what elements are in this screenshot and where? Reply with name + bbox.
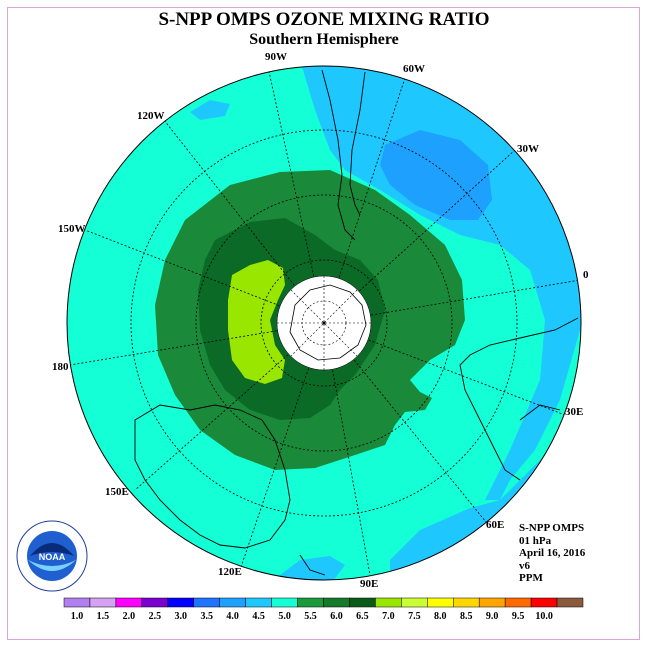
colorbar-swatch (504, 597, 532, 608)
ozone-region-4-0 (380, 130, 492, 220)
colorbar: 1.0 1.5 2.0 2.5 3.0 3.5 4.0 4.5 5.0 5.5 6.0 6.5 7.0 7… (63, 597, 584, 622)
south-america-coast (321, 69, 366, 241)
colorbar-tick-label: 5.0 (278, 611, 291, 622)
lon-label-60e: 60E (486, 519, 504, 531)
colorbar-tick-label: 4.0 (226, 611, 239, 622)
info-units: PPM (519, 572, 543, 584)
lon-label-180: 180 (52, 361, 69, 373)
colorbar-swatch (193, 597, 220, 608)
lon-label-120e: 120E (218, 566, 242, 578)
colorbar-tick-label: 1.0 (71, 611, 84, 622)
colorbar-tick-label: 2.0 (123, 611, 136, 622)
colorbar-tick-label: 7.5 (408, 611, 421, 622)
lon-label-60w: 60W (403, 63, 425, 75)
ozone-region-4-5-bottom (280, 556, 345, 580)
lon-label-90w: 90W (265, 51, 287, 63)
colorbar-tick-label: 4.5 (252, 611, 265, 622)
lon-label-30e: 30E (565, 406, 583, 418)
colorbar-tick-label: 6.0 (330, 611, 343, 622)
antarctica-outline (289, 284, 367, 361)
colorbar-tick-label: 8.0 (434, 611, 447, 622)
colorbar-swatch (219, 597, 246, 608)
colorbar-swatch (245, 597, 272, 608)
colorbar-tick-label: 6.5 (356, 611, 369, 622)
colorbar-swatch (141, 597, 169, 608)
lon-label-150e: 150E (105, 486, 129, 498)
colorbar-swatch (323, 597, 350, 608)
colorbar-tick-label: 2.5 (149, 611, 162, 622)
colorbar-swatch (297, 597, 324, 608)
colorbar-swatch (375, 597, 402, 608)
ozone-region-6-5 (228, 260, 285, 384)
colorbar-tick-label: 7.0 (382, 611, 395, 622)
info-version: v6 (519, 559, 530, 572)
colorbar-swatch (89, 597, 117, 608)
colorbar-tick-label: 1.5 (97, 611, 110, 622)
colorbar-swatch (271, 597, 298, 608)
colorbar-swatch (401, 597, 428, 608)
info-block: S-NPP OMPS 01 hPa April 16, 2016 v6 PPM (519, 522, 585, 585)
colorbar-tick-label: 10.0 (535, 611, 553, 622)
noaa-logo: NOAA (16, 520, 88, 592)
australia-coast (134, 404, 291, 549)
info-date: April 16, 2016 (519, 547, 586, 559)
colorbar-swatch (115, 597, 143, 608)
lon-label-90e: 90E (360, 578, 378, 590)
colorbar-swatch (349, 597, 376, 608)
colorbar-tick-label: 5.5 (304, 611, 317, 622)
lon-label-120w: 120W (137, 110, 165, 122)
map-subtitle: Southern Hemisphere (249, 31, 399, 48)
colorbar-swatch (530, 597, 558, 608)
ozone-region-4-5-top-left (190, 100, 230, 120)
colorbar-tick-label: 3.0 (175, 611, 188, 622)
colorbar-swatch (478, 597, 506, 608)
colorbar-tick-label: 9.0 (486, 611, 499, 622)
colorbar-swatch (167, 597, 195, 608)
colorbar-swatch (63, 597, 91, 608)
info-level: 01 hPa (519, 534, 552, 547)
colorbar-tick-label: 3.5 (200, 611, 213, 622)
lon-label-30w: 30W (517, 143, 539, 155)
colorbar-tick-label: 9.5 (512, 611, 525, 622)
lon-label-0: 0 (583, 269, 589, 281)
africa-coast (459, 317, 579, 481)
colorbar-swatch (427, 597, 454, 608)
colorbar-swatch (453, 597, 480, 608)
figure-frame (7, 7, 640, 640)
map-title: S-NPP OMPS OZONE MIXING RATIO (158, 9, 490, 30)
ozone-region-4-5-east (300, 66, 581, 500)
info-instrument: S-NPP OMPS (519, 522, 585, 534)
colorbar-tick-label: 8.5 (460, 611, 473, 622)
logo-text: NOAA (39, 552, 66, 562)
colorbar-swatch (556, 597, 584, 608)
lon-label-150w: 150W (58, 223, 86, 235)
